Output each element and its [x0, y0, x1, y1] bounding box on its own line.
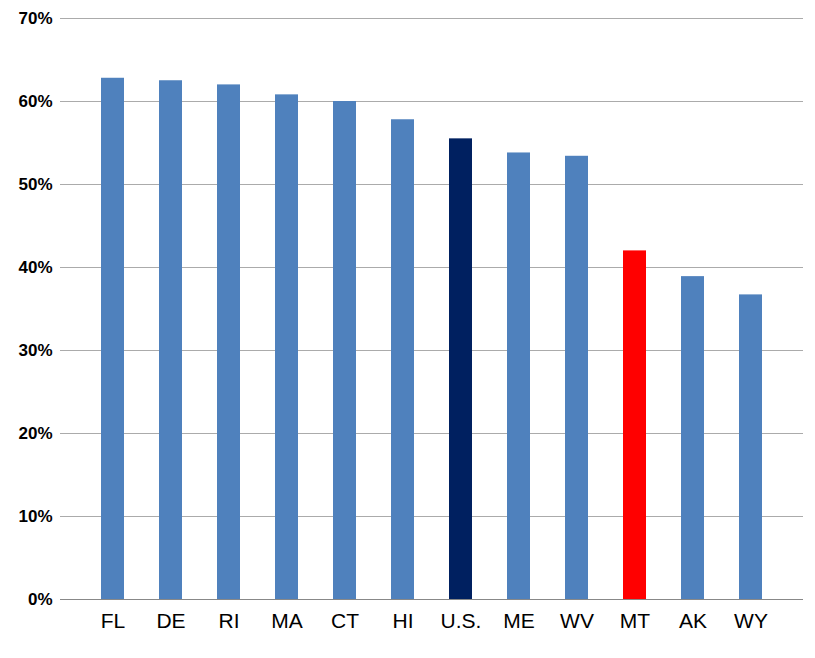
svg-text:MA: MA: [271, 609, 303, 632]
svg-text:FL: FL: [101, 609, 126, 632]
svg-text:70%: 70%: [18, 9, 52, 28]
svg-text:HI: HI: [393, 609, 414, 632]
svg-text:60%: 60%: [18, 92, 52, 111]
svg-text:20%: 20%: [18, 424, 52, 443]
svg-text:CT: CT: [331, 609, 359, 632]
svg-text:RI: RI: [219, 609, 240, 632]
svg-text:DE: DE: [156, 609, 185, 632]
svg-text:10%: 10%: [18, 507, 52, 526]
svg-text:AK: AK: [679, 609, 707, 632]
svg-text:0%: 0%: [28, 590, 53, 609]
svg-text:30%: 30%: [18, 341, 52, 360]
svg-text:WY: WY: [734, 609, 768, 632]
svg-text:WV: WV: [560, 609, 594, 632]
svg-text:ME: ME: [503, 609, 535, 632]
svg-text:MT: MT: [620, 609, 650, 632]
svg-text:U.S.: U.S.: [441, 609, 482, 632]
svg-text:50%: 50%: [18, 175, 52, 194]
svg-text:40%: 40%: [18, 258, 52, 277]
